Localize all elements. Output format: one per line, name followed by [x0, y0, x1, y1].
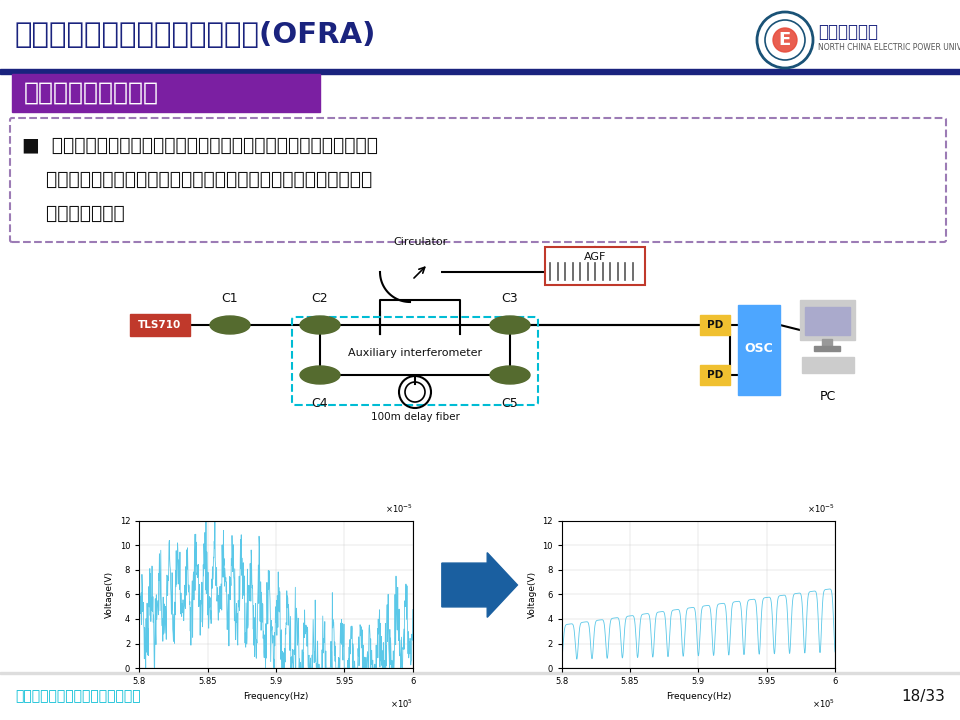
Ellipse shape	[300, 316, 340, 334]
Bar	[545, 247, 645, 285]
Text: Circulator: Circulator	[393, 237, 447, 247]
Text: 光源非线性补偿研究: 光源非线性补偿研究	[24, 81, 159, 105]
Bar	[0, 0, 960, 70]
Bar	[0, 240, 960, 415]
Text: PC: PC	[820, 390, 836, 403]
Text: 18/33: 18/33	[901, 688, 945, 703]
Ellipse shape	[210, 316, 250, 334]
Ellipse shape	[490, 366, 530, 384]
Text: 能分辨的问题。: 能分辨的问题。	[22, 204, 125, 223]
Text: C5: C5	[502, 397, 518, 410]
Text: $\times10^{5}$: $\times10^{5}$	[812, 698, 835, 710]
Bar	[12, 74, 320, 112]
Text: E: E	[779, 31, 791, 49]
Text: 100m delay fiber: 100m delay fiber	[371, 412, 460, 422]
Text: 补偿前: 补偿前	[270, 648, 300, 666]
Bar	[0, 672, 960, 720]
Text: $\times10^{5}$: $\times10^{5}$	[390, 698, 413, 710]
FancyBboxPatch shape	[10, 118, 946, 242]
Bar	[738, 305, 780, 395]
Y-axis label: Voltage(V): Voltage(V)	[527, 571, 537, 618]
Text: 样条插值，较好的补偿了光源非线性，解决了距离域中各个位置不: 样条插值，较好的补偿了光源非线性，解决了距离域中各个位置不	[22, 170, 372, 189]
Circle shape	[757, 12, 813, 68]
Bar	[700, 365, 730, 385]
Circle shape	[400, 252, 440, 292]
Text: C3: C3	[502, 292, 518, 305]
Bar	[822, 339, 832, 347]
Text: C1: C1	[222, 292, 238, 305]
Bar	[802, 357, 854, 373]
Bar	[800, 300, 855, 340]
Y-axis label: Voltage(V): Voltage(V)	[105, 571, 114, 618]
Text: $\times10^{-5}$: $\times10^{-5}$	[385, 503, 413, 515]
Bar	[805, 307, 850, 335]
X-axis label: Frequency(Hz): Frequency(Hz)	[665, 692, 732, 701]
FancyArrow shape	[442, 553, 517, 617]
Text: 补偿后: 补偿后	[700, 648, 730, 666]
Circle shape	[773, 28, 797, 52]
Text: NORTH CHINA ELECTRIC POWER UNIVERSITY: NORTH CHINA ELECTRIC POWER UNIVERSITY	[818, 42, 960, 52]
Text: C4: C4	[312, 397, 328, 410]
Text: 华北电力大学: 华北电力大学	[818, 23, 878, 41]
Text: TLS710: TLS710	[138, 320, 181, 330]
Text: $\times10^{-5}$: $\times10^{-5}$	[807, 503, 835, 515]
Text: PD: PD	[707, 370, 723, 380]
Text: ■  添加辅助干涉仪获取光源频率变化信息，对主干涉仪信号进行三次: ■ 添加辅助干涉仪获取光源频率变化信息，对主干涉仪信号进行三次	[22, 136, 378, 155]
Bar	[0, 672, 960, 674]
Bar	[700, 315, 730, 335]
Text: 中国电工技术学会新媒体平台发布: 中国电工技术学会新媒体平台发布	[15, 689, 140, 703]
Bar	[814, 346, 840, 351]
Text: AGF: AGF	[584, 252, 606, 262]
Text: OSC: OSC	[745, 341, 774, 354]
Bar	[130, 314, 190, 336]
Text: C2: C2	[312, 292, 328, 305]
Text: Auxiliary interferometer: Auxiliary interferometer	[348, 348, 482, 358]
Ellipse shape	[490, 316, 530, 334]
Ellipse shape	[300, 366, 340, 384]
X-axis label: Frequency(Hz): Frequency(Hz)	[243, 692, 309, 701]
Text: PD: PD	[707, 320, 723, 330]
Bar	[0, 69, 960, 74]
Text: 变压器绕组变形光纤分布式传感(OFRA): 变压器绕组变形光纤分布式传感(OFRA)	[15, 21, 376, 49]
